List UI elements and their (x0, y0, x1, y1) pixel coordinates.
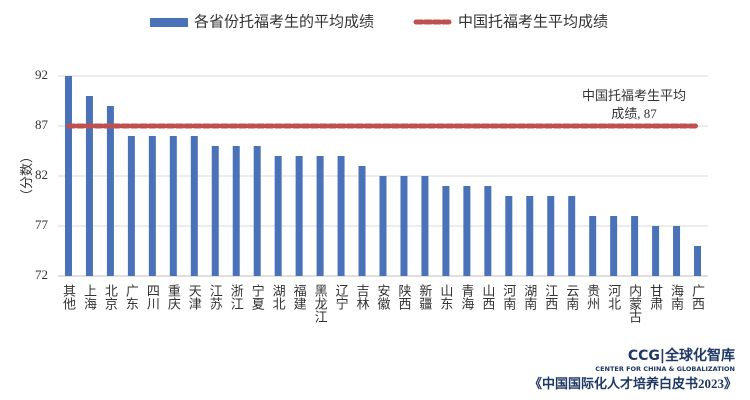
x-tick-label: 内蒙古 (627, 283, 642, 323)
legend-swatch (150, 18, 188, 27)
y-tick-label: 82 (35, 167, 48, 182)
x-tick-label: 河北 (606, 284, 621, 311)
bar (379, 176, 387, 276)
bar (505, 196, 513, 276)
x-tick-label: 江西 (543, 284, 558, 310)
x-tick-label: 上海 (82, 284, 97, 310)
x-tick-label: 河南 (501, 284, 516, 310)
bar (253, 146, 261, 276)
x-tick-label: 黑龙江 (313, 284, 328, 323)
bar (463, 186, 471, 276)
legend-label: 中国托福考生平均成绩 (458, 13, 608, 30)
bar (127, 136, 135, 276)
bar (337, 156, 345, 276)
bar (358, 166, 366, 276)
x-tick-label: 陕西 (396, 284, 411, 310)
bar (190, 136, 198, 276)
x-tick-label: 安徽 (376, 284, 391, 310)
y-tick-label: 87 (35, 117, 49, 132)
bar (85, 96, 93, 276)
legend-label: 各省份托福考生的平均成绩 (194, 13, 374, 30)
annotation: 中国托福考生平均 (582, 88, 686, 103)
bar (442, 186, 450, 276)
bar (169, 136, 177, 276)
y-tick-label: 77 (35, 217, 49, 232)
logo: CCG|全球化智库 (628, 347, 735, 364)
x-tick-label: 山西 (480, 284, 495, 310)
y-axis-label: （分数） (19, 150, 34, 202)
x-tick-label: 贵州 (585, 284, 600, 310)
bar (652, 226, 660, 276)
x-tick-label: 云南 (564, 284, 579, 310)
x-tick-label: 新疆 (417, 283, 432, 310)
bar (211, 146, 219, 276)
x-tick-label: 福建 (292, 284, 307, 311)
bar (694, 246, 702, 276)
x-tick-label: 北京 (103, 284, 118, 310)
bar (295, 156, 303, 276)
bar (64, 76, 72, 276)
bar (232, 146, 240, 276)
bar (610, 216, 618, 276)
bar (400, 176, 408, 276)
x-tick-label: 辽宁 (334, 284, 349, 310)
annotation: 成绩, 87 (611, 106, 657, 121)
bar (421, 176, 429, 276)
x-tick-label: 海南 (669, 284, 684, 310)
x-tick-label: 广西 (690, 284, 705, 310)
x-tick-label: 青海 (459, 284, 474, 310)
x-tick-label: 江苏 (208, 284, 223, 310)
x-tick-label: 浙江 (229, 284, 244, 310)
x-tick-label: 甘肃 (648, 284, 663, 310)
bar (589, 216, 597, 276)
x-tick-label: 天津 (187, 284, 202, 310)
y-tick-label: 92 (35, 67, 48, 82)
x-tick-label: 湖南 (522, 284, 537, 310)
x-tick-label: 吉林 (355, 284, 370, 310)
y-tick-label: 72 (35, 267, 48, 282)
x-tick-label: 其他 (61, 284, 76, 311)
bar (526, 196, 534, 276)
bar (274, 156, 282, 276)
logo-sub: CENTER FOR CHINA & GLOBALIZATION (595, 365, 735, 373)
bar (547, 196, 555, 276)
bar (568, 196, 576, 276)
bar (484, 186, 492, 276)
bar (148, 136, 156, 276)
bar (631, 216, 639, 276)
x-tick-label: 四川 (145, 284, 160, 310)
bar (106, 106, 114, 276)
bar (673, 226, 681, 276)
x-tick-label: 山东 (438, 284, 453, 310)
x-tick-label: 湖北 (271, 284, 286, 311)
x-tick-label: 广东 (124, 284, 139, 310)
x-tick-label: 重庆 (166, 283, 181, 310)
x-tick-label: 宁夏 (250, 283, 265, 310)
bar (316, 156, 324, 276)
source: 《中国国际化人才培养白皮书2023》 (529, 376, 737, 391)
